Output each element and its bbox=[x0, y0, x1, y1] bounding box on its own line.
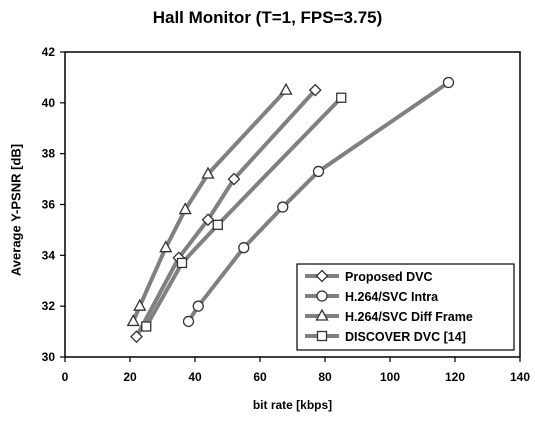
data-point-circle bbox=[192, 300, 204, 312]
data-point-square bbox=[176, 257, 188, 269]
data-point-triangle bbox=[159, 240, 173, 253]
x-tick-label: 20 bbox=[123, 370, 137, 384]
data-point-square bbox=[141, 321, 152, 332]
x-tick-label: 0 bbox=[62, 370, 69, 384]
legend-marker-square bbox=[316, 330, 328, 342]
legend-marker-diamond bbox=[315, 269, 329, 283]
data-point-square bbox=[336, 92, 347, 103]
data-point-triangle bbox=[133, 298, 147, 311]
data-point-circle bbox=[312, 165, 325, 178]
legend-marker-circle bbox=[316, 290, 328, 302]
legend-label: H.264/SVC Diff Frame bbox=[345, 310, 473, 324]
series-line-square bbox=[144, 95, 344, 329]
x-tick-label: 100 bbox=[380, 370, 400, 384]
legend-label: DISCOVER DVC [14] bbox=[345, 330, 466, 344]
chart-title: Hall Monitor (T=1, FPS=3.75) bbox=[152, 8, 383, 27]
x-tick-label: 80 bbox=[318, 370, 332, 384]
series-line-triangle bbox=[131, 88, 288, 324]
legend-label: H.264/SVC Intra bbox=[345, 290, 439, 304]
data-point-circle bbox=[277, 201, 289, 213]
data-point-diamond bbox=[201, 213, 215, 227]
y-tick-label: 36 bbox=[42, 198, 56, 212]
data-point-circle bbox=[182, 315, 195, 328]
y-tick-label: 42 bbox=[42, 45, 56, 59]
data-point-circle bbox=[238, 242, 250, 254]
data-point-diamond bbox=[130, 330, 143, 344]
y-tick-label: 34 bbox=[42, 248, 56, 262]
x-tick-label: 140 bbox=[510, 370, 530, 384]
y-tick-label: 30 bbox=[42, 350, 56, 364]
y-tick-label: 32 bbox=[42, 299, 56, 313]
x-tick-label: 60 bbox=[253, 370, 267, 384]
data-point-triangle bbox=[279, 82, 293, 95]
x-axis-label: bit rate [kbps] bbox=[252, 398, 333, 412]
legend-marker-triangle bbox=[315, 308, 329, 321]
y-tick-label: 40 bbox=[42, 96, 56, 110]
legend-label: Proposed DVC bbox=[345, 270, 433, 284]
data-point-triangle bbox=[201, 166, 215, 179]
x-tick-label: 120 bbox=[445, 370, 465, 384]
data-point-triangle bbox=[178, 202, 192, 215]
data-point-diamond bbox=[308, 83, 322, 97]
y-tick-label: 38 bbox=[42, 147, 56, 161]
data-point-triangle bbox=[126, 314, 140, 327]
data-point-diamond bbox=[227, 172, 241, 186]
x-tick-label: 40 bbox=[188, 370, 202, 384]
data-point-square bbox=[212, 219, 223, 230]
data-point-circle bbox=[442, 76, 455, 89]
